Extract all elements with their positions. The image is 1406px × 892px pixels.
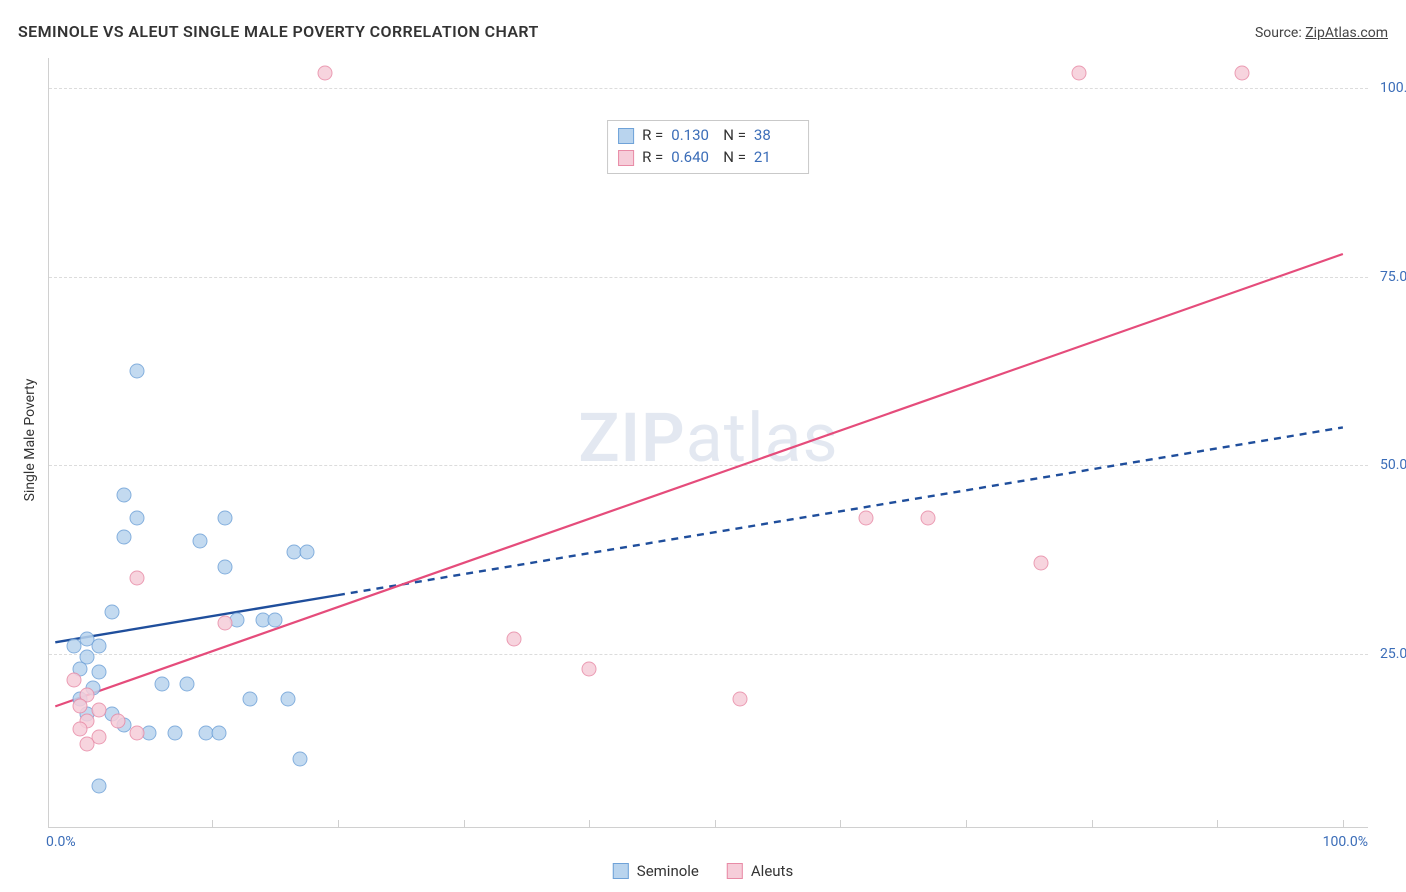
x-tick: [840, 820, 841, 828]
aleuts-point: [79, 737, 94, 752]
seminole-point: [217, 510, 232, 525]
seminole-trendline: [55, 595, 338, 642]
x-tick: [966, 820, 967, 828]
aleuts-point: [1072, 66, 1087, 81]
swatch-aleuts: [618, 150, 634, 166]
seminole-point: [117, 529, 132, 544]
seminole-point: [92, 639, 107, 654]
legend-N-aleuts: 21: [754, 147, 798, 169]
legend-row-aleuts: R = 0.640 N = 21: [618, 147, 798, 169]
x-tick-min: 0.0%: [46, 834, 76, 850]
legend-label-aleuts: Aleuts: [751, 862, 793, 880]
legend-N-label: N =: [723, 125, 746, 147]
seminole-point: [92, 778, 107, 793]
aleuts-point: [506, 631, 521, 646]
seminole-point: [92, 665, 107, 680]
hgrid-line: [49, 654, 1368, 655]
hgrid-line: [49, 465, 1368, 466]
chart-title: SEMINOLE VS ALEUT SINGLE MALE POVERTY CO…: [18, 22, 539, 41]
legend-item-aleuts: Aleuts: [727, 862, 793, 880]
aleuts-point: [1235, 66, 1250, 81]
x-tick: [338, 820, 339, 828]
aleuts-point: [73, 721, 88, 736]
seminole-point: [211, 725, 226, 740]
x-tick: [589, 820, 590, 828]
seminole-point: [293, 752, 308, 767]
aleuts-point: [732, 691, 747, 706]
hgrid-line: [49, 88, 1368, 89]
x-tick: [1092, 820, 1093, 828]
aleuts-point: [858, 510, 873, 525]
source-prefix: Source:: [1255, 25, 1305, 41]
swatch-aleuts: [727, 863, 743, 879]
aleuts-point: [92, 703, 107, 718]
seminole-point: [192, 533, 207, 548]
aleuts-point: [582, 661, 597, 676]
legend-R-aleuts: 0.640: [671, 147, 715, 169]
aleuts-point: [1034, 556, 1049, 571]
seminole-point: [268, 612, 283, 627]
aleuts-point: [921, 510, 936, 525]
seminole-trendline: [338, 427, 1343, 595]
legend-item-seminole: Seminole: [613, 862, 699, 880]
seminole-point: [180, 676, 195, 691]
series-legend: Seminole Aleuts: [613, 862, 793, 880]
legend-label-seminole: Seminole: [637, 862, 699, 880]
seminole-point: [117, 488, 132, 503]
legend-row-seminole: R = 0.130 N = 38: [618, 125, 798, 147]
aleuts-trendline: [55, 254, 1343, 706]
swatch-seminole: [613, 863, 629, 879]
legend-R-seminole: 0.130: [671, 125, 715, 147]
seminole-point: [67, 639, 82, 654]
hgrid-line: [49, 277, 1368, 278]
swatch-seminole: [618, 128, 634, 144]
seminole-point: [104, 605, 119, 620]
y-tick-label: 75.0%: [1374, 269, 1406, 285]
legend-N-seminole: 38: [754, 125, 798, 147]
seminole-point: [167, 725, 182, 740]
legend-R-label: R =: [642, 147, 663, 169]
x-tick: [1217, 820, 1218, 828]
y-tick-label: 25.0%: [1374, 646, 1406, 662]
chart-source: Source: ZipAtlas.com: [1255, 25, 1388, 41]
plot-inner: ZIPatlas 25.0%50.0%75.0%100.0%: [48, 58, 1368, 828]
x-tick: [212, 820, 213, 828]
aleuts-point: [67, 672, 82, 687]
aleuts-point: [111, 714, 126, 729]
y-axis-title: Single Male Poverty: [22, 379, 38, 502]
seminole-point: [217, 559, 232, 574]
y-tick-label: 50.0%: [1374, 457, 1406, 473]
seminole-point: [129, 363, 144, 378]
chart-header: SEMINOLE VS ALEUT SINGLE MALE POVERTY CO…: [18, 22, 1388, 41]
seminole-point: [299, 544, 314, 559]
y-tick-label: 100.0%: [1374, 80, 1406, 96]
x-tick: [715, 820, 716, 828]
aleuts-point: [217, 616, 232, 631]
x-tick: [1343, 820, 1344, 828]
aleuts-point: [129, 571, 144, 586]
aleuts-point: [318, 66, 333, 81]
seminole-point: [280, 691, 295, 706]
legend-R-label: R =: [642, 125, 663, 147]
aleuts-point: [73, 699, 88, 714]
seminole-point: [129, 510, 144, 525]
aleuts-point: [129, 725, 144, 740]
seminole-point: [155, 676, 170, 691]
x-tick: [464, 820, 465, 828]
source-link[interactable]: ZipAtlas.com: [1305, 25, 1388, 41]
plot-area: ZIPatlas 25.0%50.0%75.0%100.0% R = 0.130…: [48, 58, 1368, 828]
correlation-legend: R = 0.130 N = 38 R = 0.640 N = 21: [607, 120, 809, 174]
legend-N-label: N =: [723, 147, 746, 169]
x-tick-max: 100.0%: [1323, 834, 1368, 850]
seminole-point: [242, 691, 257, 706]
